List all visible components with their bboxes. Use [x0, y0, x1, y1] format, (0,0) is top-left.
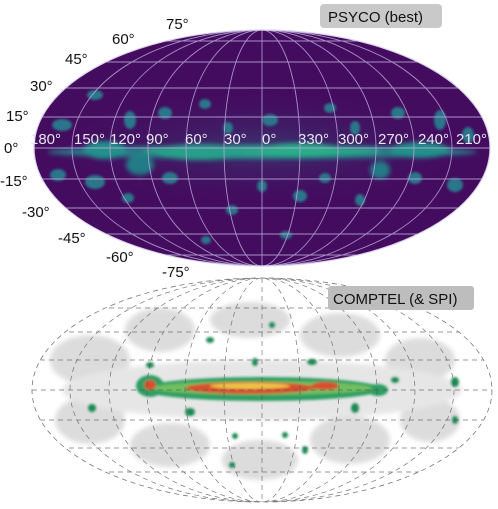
lon-label-300: 300° — [338, 131, 369, 148]
psyco-map-border — [33, 29, 491, 267]
lon-label-180: 180° — [30, 131, 61, 148]
psyco-longitude-labels: 180° 150° 120° 90° 60° 30° 0° 330° 300° … — [30, 131, 487, 148]
comptel-title: COMPTEL (& SPI) — [333, 291, 457, 308]
lon-label-330: 330° — [298, 131, 329, 148]
lon-label-30: 30° — [224, 131, 247, 148]
comptel-title-tag: COMPTEL (& SPI) — [328, 286, 474, 310]
psyco-title-tag: PSYCO (best) — [320, 4, 442, 28]
lat-label-0: 0° — [4, 140, 18, 157]
lat-label-minus75: -75° — [162, 264, 190, 281]
lat-label-30: 30° — [30, 78, 53, 95]
psyco-title: PSYCO (best) — [328, 9, 423, 26]
psyco-sky-map: 180° 150° 120° 90° 60° 30° 0° 330° 300° … — [0, 4, 491, 281]
lat-label-minus60: -60° — [106, 249, 134, 266]
comptel-sky-map: COMPTEL (& SPI) — [31, 277, 493, 503]
lon-label-90: 90° — [146, 131, 169, 148]
lon-label-210: 210° — [456, 131, 487, 148]
lon-label-270: 270° — [378, 131, 409, 148]
psyco-graticule — [34, 30, 490, 266]
lat-label-75: 75° — [166, 16, 189, 33]
psyco-latitude-labels: 75° 60° 45° 30° 15° 0° -15° -30° -45° -6… — [0, 16, 190, 281]
lon-label-60: 60° — [185, 131, 208, 148]
lon-label-120: 120° — [110, 131, 141, 148]
lat-label-45: 45° — [65, 51, 88, 68]
lon-label-150: 150° — [74, 131, 105, 148]
comptel-map-border — [31, 277, 493, 503]
lat-label-15: 15° — [6, 108, 29, 125]
lat-label-60: 60° — [112, 31, 135, 48]
lon-label-0: 0° — [262, 131, 276, 148]
lat-label-minus45: -45° — [58, 230, 86, 247]
lat-label-minus15: -15° — [0, 173, 28, 190]
lon-label-240: 240° — [418, 131, 449, 148]
lat-label-minus30: -30° — [22, 204, 50, 221]
